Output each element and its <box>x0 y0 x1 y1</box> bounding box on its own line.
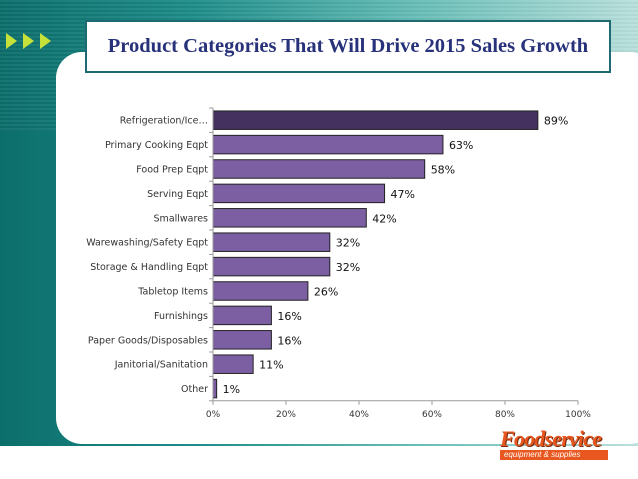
bar <box>212 281 309 301</box>
decorative-arrows <box>6 33 51 49</box>
value-labels: 89% 63% 58% 47% 42% 32% 32% 26% 16% 16% 11% 1% <box>223 115 569 396</box>
bar <box>212 183 386 204</box>
data-label: 16% <box>277 310 301 323</box>
x-tick-label: 0% <box>206 410 221 420</box>
bar <box>212 354 254 374</box>
data-label: 16% <box>277 334 301 347</box>
data-label: 1% <box>223 383 240 396</box>
bars-group <box>212 110 539 399</box>
slide-title: Product Categories That Will Drive 2015 … <box>107 35 589 57</box>
x-tick-label: 80% <box>495 410 515 420</box>
category-label: Warewashing/Safety Eqpt <box>86 238 208 249</box>
data-label: 47% <box>391 188 415 201</box>
data-label: 32% <box>336 237 360 250</box>
arrow-icon <box>23 33 34 49</box>
logo-wordmark: Foodservice <box>500 426 602 451</box>
x-tick-label: 60% <box>422 410 442 420</box>
bar <box>212 330 272 350</box>
data-label: 63% <box>449 139 473 152</box>
title-box: Product Categories That Will Drive 2015 … <box>85 20 611 73</box>
bar <box>212 134 444 155</box>
category-label: Paper Goods/Disposables <box>88 335 208 346</box>
bar <box>212 232 331 252</box>
category-label: Janitorial/Sanitation <box>114 360 208 371</box>
bar <box>212 159 426 179</box>
category-label: Tabletop Items <box>137 287 208 298</box>
category-labels: Refrigeration/Ice… Primary Cooking Eqpt Fo… <box>86 116 208 395</box>
foodservice-logo: Foodservice equipment & supplies <box>500 428 608 461</box>
x-tick-label: 40% <box>349 410 369 420</box>
bar <box>212 378 218 399</box>
x-tick-label: 20% <box>276 410 296 420</box>
data-label: 42% <box>372 212 396 225</box>
x-tick-label: 100% <box>565 410 591 420</box>
data-label: 58% <box>431 164 455 177</box>
category-label: Primary Cooking Eqpt <box>105 140 208 151</box>
category-label: Storage & Handling Eqpt <box>90 262 208 273</box>
arrow-icon <box>6 33 17 49</box>
category-label: Food Prep Eqpt <box>136 165 208 176</box>
data-label: 32% <box>336 261 360 274</box>
data-label: 11% <box>259 359 283 372</box>
arrow-icon <box>40 33 51 49</box>
data-label: 89% <box>544 115 568 128</box>
data-label: 26% <box>314 286 338 299</box>
category-label: Refrigeration/Ice… <box>120 116 208 127</box>
category-label: Smallwares <box>154 213 209 224</box>
bar <box>212 305 272 326</box>
bar <box>212 256 331 277</box>
x-axis: 0% 20% 40% 60% 80% 100% <box>206 107 591 420</box>
logo-tagline: equipment & supplies <box>500 450 608 460</box>
category-label: Other <box>181 384 208 395</box>
category-label: Serving Eqpt <box>147 189 208 200</box>
category-label: Furnishings <box>154 311 208 322</box>
bar <box>212 208 367 228</box>
bar <box>212 110 539 130</box>
